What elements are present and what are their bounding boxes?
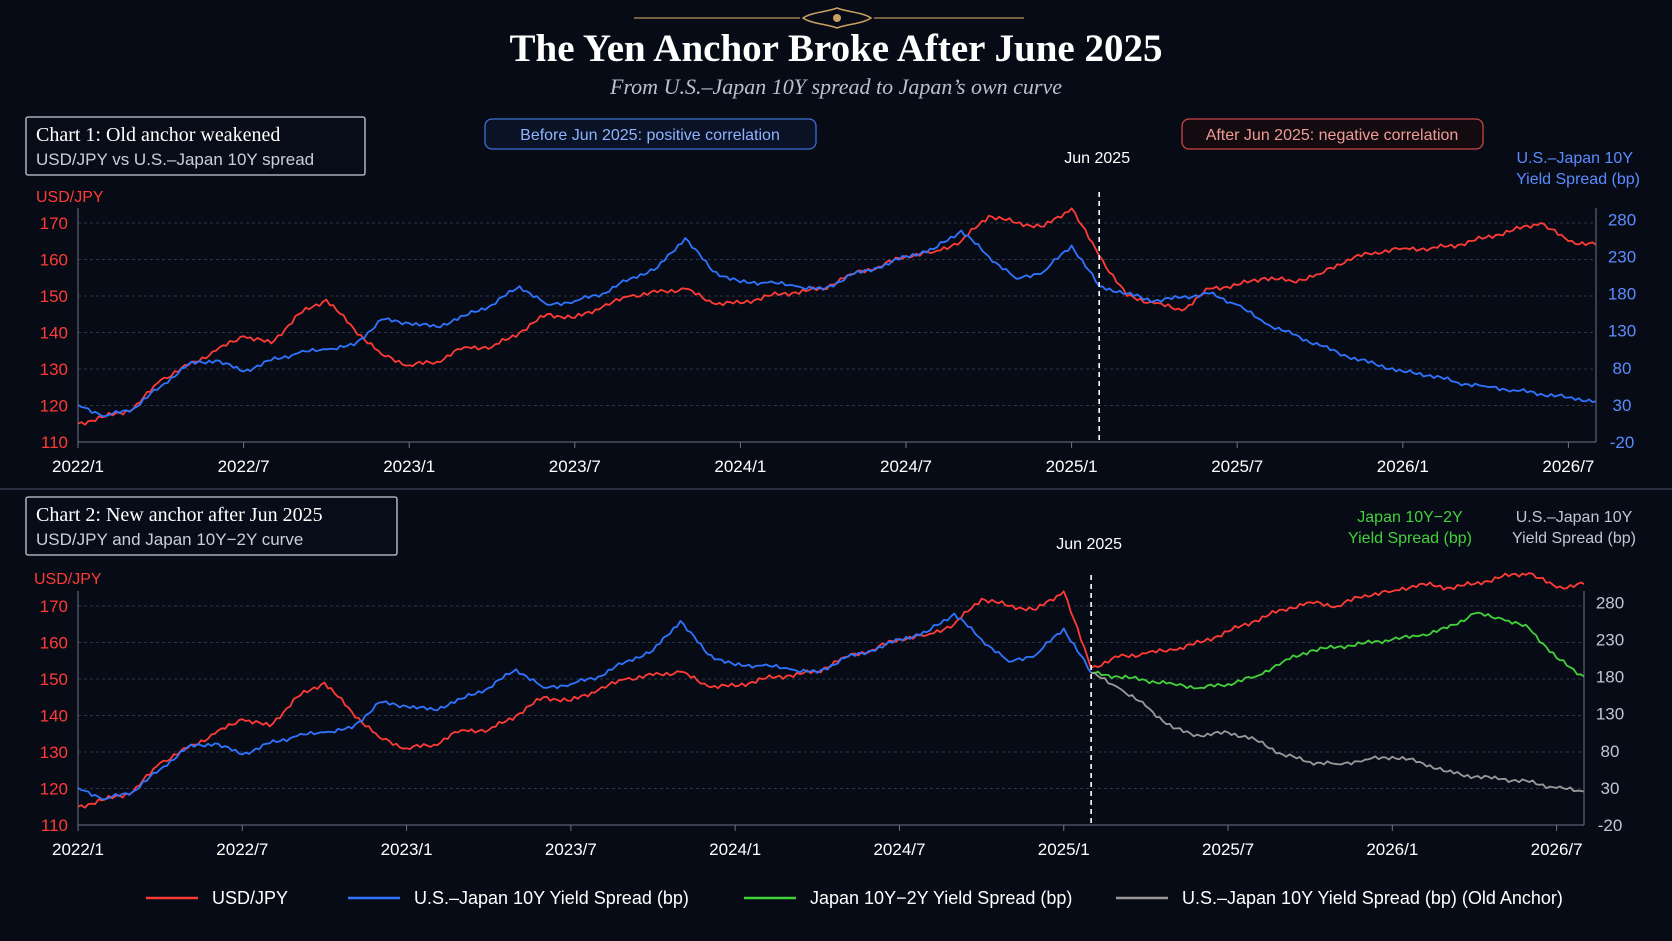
ornament-icon [634, 7, 1024, 29]
right-tick-label: 30 [1601, 779, 1620, 798]
x-tick-label: 2023/7 [549, 457, 601, 476]
series-line-us-japan-spread [77, 612, 1092, 801]
right-tick-label: 130 [1608, 322, 1636, 341]
chart1-subtitle: USD/JPY vs U.S.–Japan 10Y spread [36, 150, 314, 169]
left-tick-label: 110 [41, 433, 68, 452]
chart1-gridlines [78, 222, 1596, 443]
before-annotation-box [484, 118, 817, 150]
after-annotation: After Jun 2025: negative correlation [1206, 127, 1459, 144]
chart1-marker-label: Jun 2025 [1064, 150, 1130, 167]
chart1-right-axis-title-line1: U.S.–Japan 10Y [1516, 150, 1633, 167]
right-tick-label: 280 [1608, 210, 1636, 229]
series-line-old-anchor [1091, 671, 1585, 793]
chart2-left-axis-title: USD/JPY [34, 571, 102, 588]
chart2-subtitle: USD/JPY and Japan 10Y−2Y curve [36, 530, 303, 549]
x-tick-label: 2025/1 [1038, 840, 1090, 859]
x-tick-label: 2022/1 [52, 840, 104, 859]
x-tick-label: 2023/1 [381, 840, 433, 859]
right-tick-label: 230 [1596, 631, 1624, 650]
chart2-right-axis-title-b-line1: U.S.–Japan 10Y [1516, 509, 1633, 526]
left-tick-label: 130 [40, 743, 68, 762]
right-tick-label: -20 [1610, 433, 1635, 452]
before-annotation: Before Jun 2025: positive correlation [520, 127, 780, 144]
series-line-usdjpy [77, 572, 1585, 809]
chart2-right-axis-title-a-line1: Japan 10Y−2Y [1357, 509, 1463, 526]
right-tick-label: 30 [1613, 396, 1632, 415]
legend-label: USD/JPY [212, 888, 288, 908]
right-tick-label: 80 [1601, 742, 1620, 761]
left-tick-label: 170 [40, 597, 68, 616]
x-tick-label: 2024/7 [880, 457, 932, 476]
series-line-japan-curve [1091, 611, 1585, 690]
chart1-title: Chart 1: Old anchor weakened [36, 124, 280, 146]
chart1-title-box [25, 116, 366, 176]
chart1-axes: 110 120 130 140 150 160 170 -20 30 80 130 180 230 280… [40, 208, 1636, 476]
series-line-us-japan-spread [77, 229, 1597, 418]
x-tick-label: 2026/1 [1377, 457, 1429, 476]
legend-label: Japan 10Y−2Y Yield Spread (bp) [810, 888, 1072, 908]
x-tick-label: 2024/1 [714, 457, 766, 476]
left-tick-label: 120 [40, 779, 68, 798]
x-tick-label: 2022/7 [218, 457, 270, 476]
legend-label: U.S.–Japan 10Y Yield Spread (bp) [414, 888, 689, 908]
x-tick-label: 2026/7 [1531, 840, 1583, 859]
left-tick-label: 130 [40, 360, 68, 379]
x-tick-label: 2022/1 [52, 457, 104, 476]
left-tick-label: 170 [40, 214, 68, 233]
x-tick-label: 2025/7 [1202, 840, 1254, 859]
chart2-right-axis-title-b-line2: Yield Spread (bp) [1512, 530, 1636, 547]
right-tick-label: 180 [1596, 668, 1624, 687]
x-tick-label: 2024/7 [873, 840, 925, 859]
chart1-right-axis-title-line2: Yield Spread (bp) [1516, 171, 1640, 188]
page-subtitle: From U.S.–Japan 10Y spread to Japan’s ow… [609, 74, 1062, 99]
x-tick-label: 2024/1 [709, 840, 761, 859]
right-tick-label: 230 [1608, 248, 1636, 267]
chart1-series [77, 192, 1597, 442]
chart2-gridlines [78, 605, 1584, 826]
right-tick-label: 130 [1596, 705, 1624, 724]
left-tick-label: 140 [40, 323, 68, 342]
x-tick-label: 2023/7 [545, 840, 597, 859]
x-tick-label: 2023/1 [383, 457, 435, 476]
series-line-usdjpy [77, 207, 1597, 426]
right-tick-label: 180 [1608, 285, 1636, 304]
right-tick-label: 80 [1613, 359, 1632, 378]
chart2-axes: 110 120 130 140 150 160 170 -20 30 80 130 180 230 280… [40, 591, 1624, 859]
left-tick-label: 160 [40, 633, 68, 652]
chart2-series [77, 572, 1585, 825]
x-tick-label: 2026/1 [1366, 840, 1418, 859]
x-tick-label: 2025/1 [1046, 457, 1098, 476]
left-tick-label: 150 [40, 670, 68, 689]
x-tick-label: 2026/7 [1542, 457, 1594, 476]
chart1-left-axis-title: USD/JPY [36, 189, 104, 206]
chart2-title-box [25, 496, 398, 556]
page-title: The Yen Anchor Broke After June 2025 [510, 27, 1163, 70]
chart2-title: Chart 2: New anchor after Jun 2025 [36, 504, 323, 526]
left-tick-label: 110 [41, 816, 68, 835]
right-tick-label: 280 [1596, 593, 1624, 612]
left-tick-label: 150 [40, 287, 68, 306]
chart2-right-axis-title-a-line2: Yield Spread (bp) [1348, 530, 1472, 547]
after-annotation-box [1181, 118, 1484, 150]
left-tick-label: 140 [40, 706, 68, 725]
legend-label: U.S.–Japan 10Y Yield Spread (bp) (Old An… [1182, 888, 1563, 908]
legend: USD/JPY U.S.–Japan 10Y Yield Spread (bp) J… [146, 888, 1563, 908]
x-tick-label: 2022/7 [216, 840, 268, 859]
left-tick-label: 120 [40, 396, 68, 415]
right-tick-label: -20 [1598, 816, 1623, 835]
left-tick-label: 160 [40, 250, 68, 269]
x-tick-label: 2025/7 [1211, 457, 1263, 476]
chart2-marker-label: Jun 2025 [1056, 536, 1122, 553]
